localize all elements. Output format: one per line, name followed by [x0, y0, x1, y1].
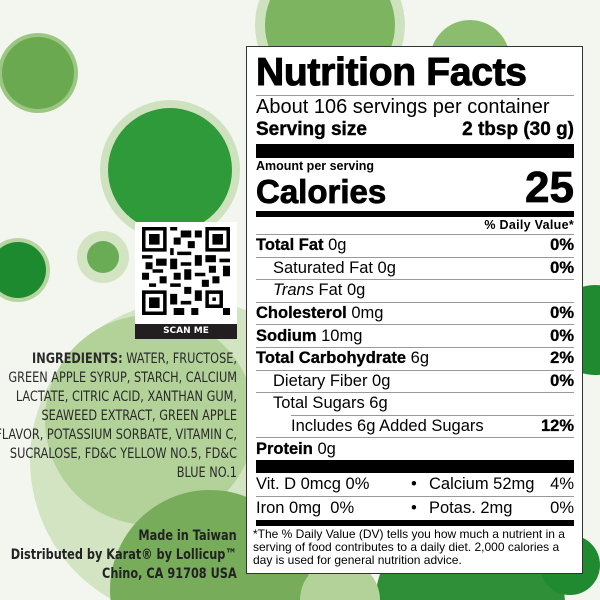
scan-me-label: SCAN ME [135, 324, 237, 339]
potassium: Potas. 2mg [429, 498, 513, 517]
nutrient-row-cholesterol: Cholesterol 0mg 0% [256, 301, 574, 325]
nutrient-name: Dietary Fiber 0g [273, 371, 391, 390]
calories-row: Calories 25 [256, 165, 575, 210]
daily-value-footnote: *The % Daily Value (DV) tells you how mu… [253, 526, 565, 567]
nutrient-row-total-carbohydrate: Total Carbohydrate 6g 2% [256, 346, 574, 370]
qr-code[interactable]: SCAN ME [135, 222, 237, 339]
vitamin-d: Vit. D 0mcg 0% [256, 474, 370, 493]
divider [256, 95, 574, 96]
serving-size: Serving size 2 tbsp (30 g) [256, 119, 574, 141]
bg-circle [0, 242, 46, 298]
nutrient-name: Total Carbohydrate [256, 349, 407, 368]
nutrient-row-protein: Protein 0g [256, 437, 574, 460]
nutrient-dv: 0% [550, 371, 574, 390]
nutrient-amount: 6g [410, 349, 429, 368]
nutrient-name: Total Fat [256, 236, 324, 255]
divider [256, 495, 574, 497]
nutrient-dv: 0% [550, 258, 574, 277]
potassium-dv: 0% [550, 498, 574, 517]
daily-value-header: % Daily Value* [484, 218, 574, 232]
bg-circle [87, 241, 119, 273]
ingredients-text: INGREDIENTS: WATER, FRUCTOSE, GREEN APPL… [0, 350, 237, 483]
nutrient-amount: 0g [317, 439, 336, 458]
nutrient-amount: 0g [328, 236, 347, 255]
serving-size-label: Serving size [256, 119, 367, 140]
origin-info: Made in Taiwan Distributed by Karat® by … [11, 527, 237, 584]
nutrient-name: Total Sugars 6g [273, 394, 388, 413]
qr-code-pattern [142, 227, 230, 315]
nutrition-facts-panel: Nutrition Facts About 106 servings per c… [246, 46, 583, 574]
nutrition-title: Nutrition Facts [256, 51, 528, 95]
nutrient-row-total-sugars: Total Sugars 6g [256, 392, 574, 415]
thick-divider [256, 144, 574, 158]
micronutrient-row: Vit. D 0mcg 0% • Calcium 52mg 4% [256, 473, 574, 496]
micronutrient-row: Iron 0mg 0% • Potas. 2mg 0% [256, 497, 574, 520]
amount-per-serving: Amount per serving [256, 159, 375, 173]
calcium-dv: 4% [550, 474, 574, 493]
medium-divider [256, 519, 574, 526]
nutrient-name: Cholesterol [256, 304, 347, 323]
nutrient-dv: 12% [540, 417, 574, 436]
calories-value: 25 [525, 163, 575, 212]
thick-divider [256, 459, 574, 473]
nutrient-name: Sodium [256, 326, 317, 345]
nutrient-row-dietary-fiber: Dietary Fiber 0g 0% [256, 369, 574, 393]
iron: Iron 0mg 0% [256, 498, 355, 517]
made-in: Made in Taiwan [138, 528, 237, 544]
ingredients-label: INGREDIENTS: [32, 351, 123, 367]
bg-circle [108, 108, 232, 232]
calories-label: Calories [256, 173, 387, 210]
nutrient-dv: 2% [550, 349, 574, 368]
address: Chino, CA 91708 USA [102, 566, 237, 582]
calcium: Calcium 52mg [429, 474, 535, 493]
nutrient-dv: 0% [550, 236, 574, 255]
bg-circle [2, 37, 74, 109]
nutrient-name-italic: Trans [273, 281, 314, 300]
nutrient-amount: 10mg [321, 326, 363, 345]
nutrient-row-sodium: Sodium 10mg 0% [256, 324, 574, 347]
nutrient-name: Saturated Fat 0g [273, 258, 396, 277]
nutrient-dv: 0% [550, 326, 574, 345]
medium-divider [256, 211, 574, 217]
nutrient-name: Fat 0g [318, 281, 366, 300]
ingredients-list: WATER, FRUCTOSE, GREEN APPLE SYRUP, STAR… [0, 351, 238, 481]
nutrient-name: Includes 6g Added Sugars [291, 417, 484, 436]
bullet: • [411, 498, 417, 517]
bullet: • [411, 474, 417, 493]
servings-per-container: About 106 servings per container [256, 96, 550, 118]
nutrient-row-added-sugars: Includes 6g Added Sugars 12% [291, 414, 574, 438]
nutrient-name: Protein [256, 439, 313, 458]
nutrient-row-total-fat: Total Fat 0g 0% [256, 234, 574, 257]
nutrient-row-saturated-fat: Saturated Fat 0g 0% [256, 256, 574, 280]
nutrient-row-trans-fat: Trans Fat 0g [256, 279, 574, 302]
bg-circle [45, 315, 255, 525]
nutrient-amount: 0mg [351, 304, 384, 323]
nutrient-dv: 0% [550, 304, 574, 323]
distributor: Distributed by Karat® by Lollicup™ [11, 547, 237, 563]
serving-size-value: 2 tbsp (30 g) [462, 119, 574, 140]
